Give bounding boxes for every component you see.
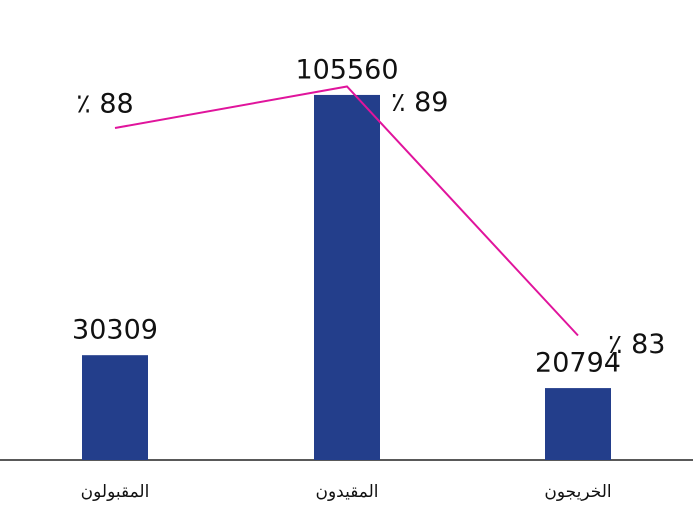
bar (82, 355, 148, 460)
bar-value-label: 30309 (72, 315, 158, 346)
bar (545, 388, 611, 460)
line-value-label: ٪ 88 (76, 89, 133, 120)
bar (314, 95, 380, 460)
x-tick-label: الخريجون (544, 482, 611, 502)
line-value-label: ٪ 83 (608, 329, 665, 360)
line-value-label: ٪ 89 (391, 87, 448, 118)
x-tick-label: المقيدون (315, 482, 378, 502)
chart: المقبولونالمقيدونالخريجون303091055602079… (0, 0, 693, 521)
bar-value-label: 105560 (295, 54, 398, 85)
x-tick-label: المقبولون (81, 482, 150, 502)
